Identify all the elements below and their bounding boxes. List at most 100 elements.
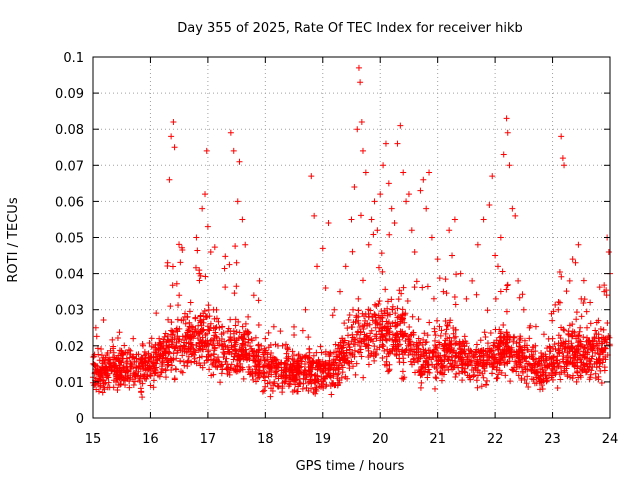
roti-point <box>414 342 421 349</box>
roti-point <box>283 373 290 380</box>
roti-point <box>462 360 469 367</box>
roti-point <box>420 336 427 343</box>
roti-point <box>305 387 312 394</box>
roti-point <box>203 314 210 321</box>
roti-point <box>174 328 181 335</box>
roti-point <box>586 364 593 371</box>
roti-point <box>233 259 240 266</box>
roti-point <box>464 354 471 361</box>
roti-point <box>369 317 376 324</box>
roti-point <box>173 326 180 333</box>
roti-point <box>474 372 481 379</box>
roti-point <box>314 373 321 380</box>
y-tick-label: 0.07 <box>55 159 84 174</box>
roti-point <box>490 342 497 349</box>
roti-point <box>243 354 250 361</box>
roti-point <box>409 313 416 320</box>
roti-point <box>99 371 106 378</box>
roti-point <box>415 335 422 342</box>
roti-point <box>152 349 159 356</box>
roti-point <box>358 353 365 360</box>
roti-point <box>213 333 220 340</box>
roti-point <box>489 364 496 371</box>
roti-point <box>375 264 382 271</box>
roti-point <box>126 354 133 361</box>
roti-point <box>171 144 178 151</box>
roti-point <box>408 331 415 338</box>
roti-point <box>509 205 516 212</box>
roti-point <box>156 373 163 380</box>
roti-point <box>436 369 443 376</box>
roti-point <box>240 331 247 338</box>
roti-point <box>498 338 505 345</box>
roti-point <box>388 205 395 212</box>
roti-point <box>432 343 439 350</box>
roti-point <box>203 147 210 154</box>
roti-point <box>197 272 204 279</box>
roti-point <box>365 354 372 361</box>
roti-point <box>381 307 388 314</box>
roti-point <box>521 337 528 344</box>
roti-point <box>98 352 105 359</box>
roti-point <box>535 361 542 368</box>
roti-point <box>498 339 505 346</box>
roti-point <box>581 365 588 372</box>
roti-point <box>394 305 401 312</box>
roti-point <box>291 331 298 338</box>
roti-point <box>453 271 460 278</box>
roti-point <box>114 387 121 394</box>
roti-point <box>573 309 580 316</box>
roti-point <box>595 350 602 357</box>
roti-point <box>530 376 537 383</box>
roti-point <box>349 248 356 255</box>
roti-point <box>600 326 607 333</box>
roti-point <box>122 349 129 356</box>
roti-point <box>443 349 450 356</box>
roti-point <box>370 231 377 238</box>
roti-point <box>559 155 566 162</box>
roti-point <box>320 365 327 372</box>
roti-point <box>139 394 146 401</box>
roti-point <box>313 349 320 356</box>
roti-point <box>527 322 534 329</box>
roti-point <box>340 350 347 357</box>
roti-point <box>575 346 582 353</box>
roti-point <box>497 234 504 241</box>
roti-point <box>330 370 337 377</box>
roti-point <box>283 350 290 357</box>
roti-point <box>369 313 376 320</box>
roti-point <box>569 321 576 328</box>
roti-point <box>546 372 553 378</box>
roti-point <box>365 241 372 248</box>
roti-point <box>200 319 207 326</box>
roti-point <box>580 334 587 341</box>
roti-point <box>389 347 396 354</box>
roti-point <box>592 349 599 356</box>
roti-point <box>477 359 484 366</box>
roti-point <box>498 353 505 360</box>
roti-point <box>518 364 525 371</box>
roti-point <box>136 363 143 370</box>
roti-point <box>216 342 223 349</box>
roti-point <box>193 329 200 336</box>
roti-point <box>306 367 313 374</box>
roti-point <box>386 367 393 374</box>
roti-point <box>329 312 336 319</box>
roti-point <box>368 216 375 223</box>
roti-point <box>584 334 591 341</box>
roti-point <box>213 315 220 322</box>
roti-point <box>148 343 155 350</box>
roti-point <box>431 385 438 392</box>
roti-point <box>443 290 450 297</box>
roti-point <box>139 355 146 362</box>
roti-point <box>116 367 123 374</box>
roti-point <box>481 329 488 336</box>
roti-point <box>405 342 412 349</box>
roti-point <box>278 371 285 378</box>
roti-point <box>193 234 200 241</box>
roti-point <box>366 321 373 328</box>
roti-point <box>360 277 366 284</box>
y-tick-label: 0.06 <box>55 195 84 210</box>
roti-point <box>514 353 521 360</box>
roti-point <box>494 263 501 270</box>
